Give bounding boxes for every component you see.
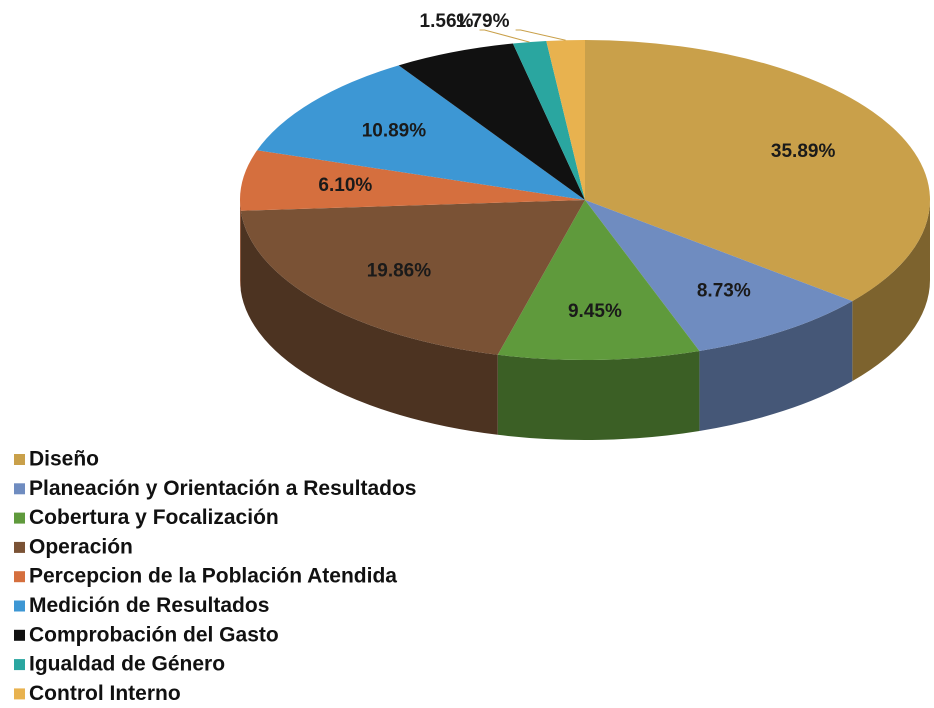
legend-swatch bbox=[14, 512, 25, 524]
legend-label: Cobertura y Focalización bbox=[29, 506, 279, 529]
legend-label: Igualdad de Género bbox=[29, 653, 225, 676]
legend-swatch bbox=[14, 688, 25, 700]
pie-side bbox=[240, 200, 241, 291]
legend-swatch bbox=[14, 600, 25, 612]
pie-side bbox=[699, 301, 853, 431]
data-label: 35.89% bbox=[771, 141, 836, 162]
pie-side bbox=[497, 350, 700, 441]
data-label: 1.56% bbox=[420, 11, 474, 32]
data-label: 6.10% bbox=[318, 175, 372, 196]
data-label: 19.86% bbox=[367, 260, 432, 281]
pie-slice bbox=[398, 43, 585, 200]
pie-slice bbox=[240, 200, 585, 355]
legend-swatch bbox=[14, 541, 25, 553]
legend-label: Control Interno bbox=[29, 682, 181, 705]
data-label: 8.73% bbox=[697, 281, 751, 302]
legend-label: Planeación y Orientación a Resultados bbox=[29, 477, 416, 500]
data-label: 9.45% bbox=[568, 301, 622, 322]
legend-swatch bbox=[14, 629, 25, 641]
legend-swatch bbox=[14, 571, 25, 583]
pie-slice bbox=[512, 41, 585, 200]
pie-slice bbox=[240, 150, 585, 211]
pie-slice bbox=[585, 40, 930, 302]
pie-slice bbox=[257, 65, 585, 200]
leader-line bbox=[515, 29, 566, 41]
data-label: 10.89% bbox=[362, 121, 427, 142]
pie-slice bbox=[546, 40, 585, 200]
pie-side bbox=[852, 200, 930, 382]
legend-label: Comprobación del Gasto bbox=[29, 623, 279, 646]
legend-label: Operación bbox=[29, 535, 133, 558]
leader-line bbox=[479, 29, 530, 43]
pie-side bbox=[240, 210, 498, 435]
data-label: 1.79% bbox=[456, 11, 510, 32]
legend-label: Medición de Resultados bbox=[29, 594, 269, 617]
legend-label: Diseño bbox=[29, 448, 99, 471]
legend-swatch bbox=[14, 659, 25, 671]
pie-slice bbox=[585, 200, 853, 351]
pie-slice bbox=[497, 200, 700, 361]
legend-swatch bbox=[14, 483, 25, 495]
legend-swatch bbox=[14, 454, 25, 465]
legend-label: Percepcion de la Población Atendida bbox=[29, 565, 397, 588]
